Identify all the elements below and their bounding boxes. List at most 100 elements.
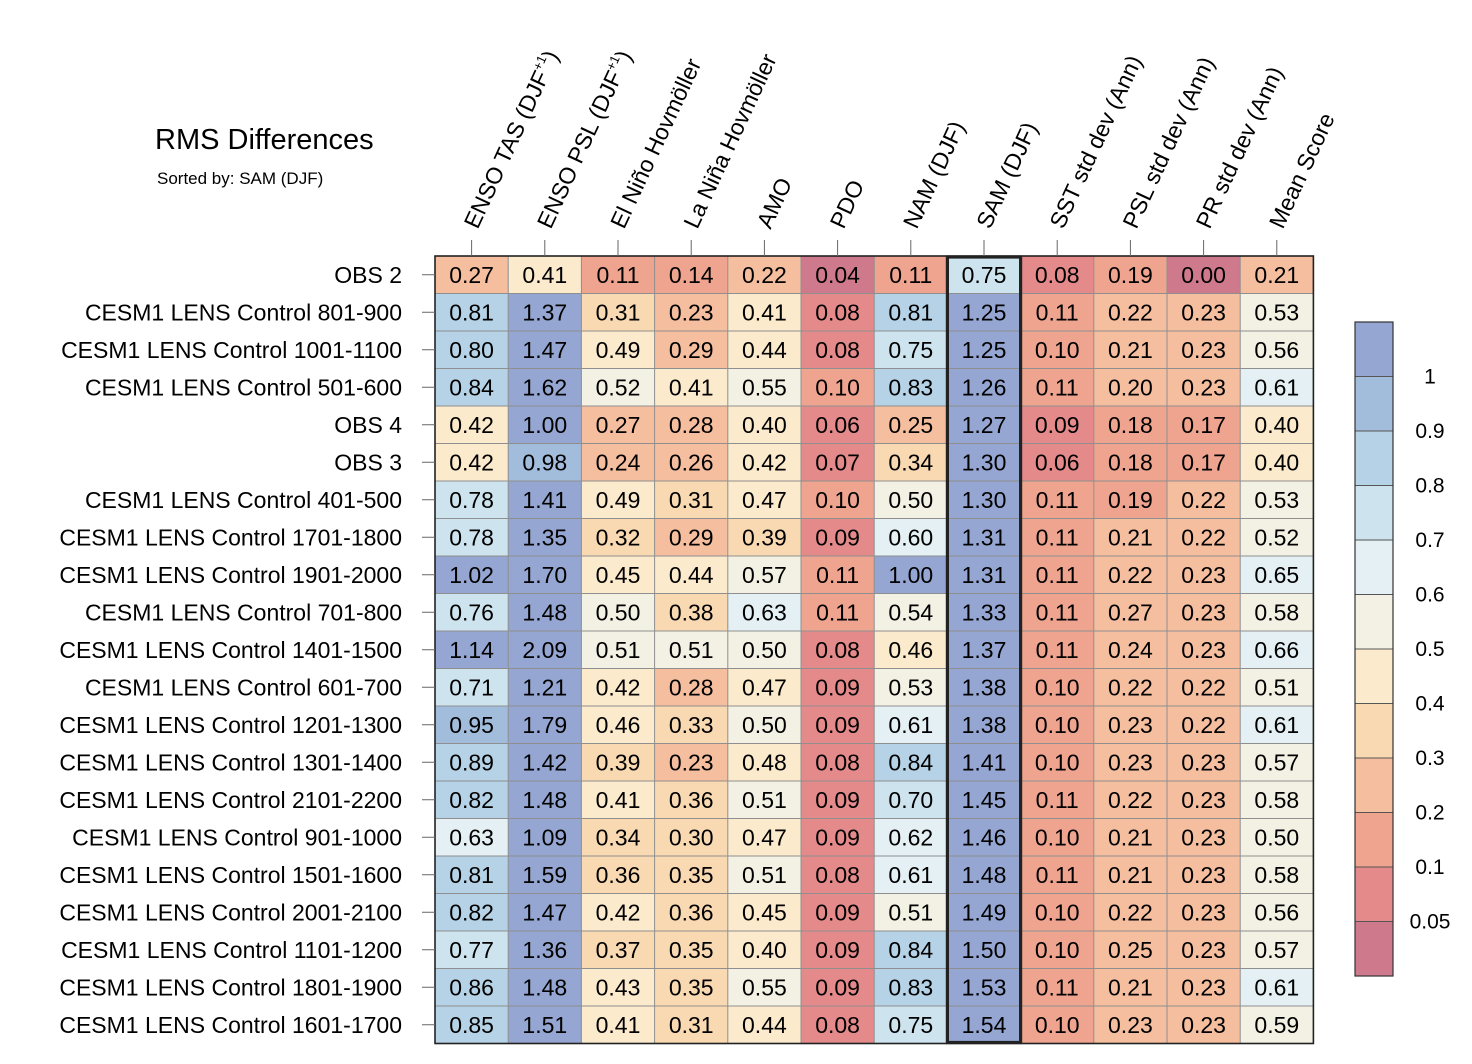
heatmap-cell (1167, 331, 1241, 369)
heatmap-cell (1240, 743, 1314, 782)
cell-value-label: 0.31 (669, 487, 714, 513)
heatmap-cell (654, 331, 729, 369)
heatmap-cell (508, 968, 582, 1007)
heatmap-cell (581, 743, 656, 782)
heatmap-cell (508, 481, 582, 519)
row-label: CESM1 LENS Control 2001-2100 (59, 899, 402, 925)
cell-value-label: 0.23 (1108, 712, 1153, 738)
heatmap-cell (874, 1006, 948, 1044)
heatmap-cell (654, 968, 729, 1007)
heatmap-cell (1167, 443, 1241, 482)
cell-value-label: 0.19 (1108, 487, 1153, 513)
heatmap-cell (1093, 518, 1168, 557)
heatmap-cell (581, 706, 656, 744)
heatmap-cell (1240, 481, 1314, 519)
cell-value-label: 0.35 (669, 937, 714, 963)
cell-value-label: 0.59 (1254, 1012, 1299, 1038)
cell-value-label: 0.11 (1036, 524, 1079, 550)
heatmap-cell (654, 593, 729, 632)
cell-value-label: 0.08 (815, 337, 860, 363)
cell-value-label: 0.23 (1108, 749, 1153, 775)
heatmap-cell (947, 781, 1022, 819)
cell-value-label: 0.35 (669, 862, 714, 888)
cell-value-label: 0.09 (815, 899, 860, 925)
cell-value-label: 1.48 (522, 599, 567, 625)
cell-value-label: 0.33 (669, 712, 714, 738)
cell-value-label: 0.57 (742, 562, 787, 588)
heatmap-cell (1240, 256, 1314, 294)
heatmap-cell (947, 818, 1022, 857)
cell-value-label: 0.42 (596, 899, 641, 925)
heatmap-cell (947, 1006, 1022, 1044)
cell-value-label: 0.41 (596, 787, 641, 813)
cell-value-label: 0.48 (742, 749, 787, 775)
cell-value-label: 0.11 (1036, 974, 1079, 1000)
column-label: Mean Score (1264, 109, 1340, 232)
heatmap-cell (435, 893, 509, 932)
chart-title: RMS Differences (155, 124, 374, 156)
cell-value-label: 0.40 (742, 412, 787, 438)
heatmap-cell (727, 518, 802, 557)
heatmap-cell (727, 406, 802, 444)
row-label: CESM1 LENS Control 1501-1600 (59, 862, 402, 888)
heatmap-cell (727, 818, 802, 857)
heatmap-cell (1020, 706, 1095, 744)
cell-value-label: 0.89 (449, 749, 494, 775)
cell-value-label: 0.10 (1035, 899, 1080, 925)
cell-value-label: 0.50 (742, 637, 787, 663)
cell-value-label: 0.26 (669, 449, 714, 475)
heatmap-cell (1093, 781, 1168, 819)
cell-value-label: 0.22 (1108, 899, 1153, 925)
heatmap-cell (801, 293, 875, 332)
cell-value-label: 0.21 (1108, 524, 1153, 550)
cell-value-label: 0.65 (1254, 562, 1299, 588)
cell-value-label: 0.22 (1108, 674, 1153, 700)
colorbar-segment (1355, 758, 1393, 813)
cell-value-label: 0.09 (815, 712, 860, 738)
heatmap-cell (508, 931, 582, 969)
heatmap-cell (435, 556, 509, 594)
cell-value-label: 0.55 (742, 974, 787, 1000)
cell-value-label: 0.36 (596, 862, 641, 888)
heatmap-cell (1240, 968, 1314, 1007)
heatmap-cell (801, 556, 875, 594)
cell-value-label: 0.81 (888, 299, 933, 325)
heatmap-cell (1020, 481, 1095, 519)
cell-value-label: 1.37 (962, 637, 1007, 663)
cell-value-label: 1.49 (962, 899, 1007, 925)
heatmap-cell (801, 706, 875, 744)
cell-value-label: 1.33 (962, 599, 1007, 625)
cell-value-label: 1.09 (522, 824, 567, 850)
heatmap-cells (435, 256, 1314, 1044)
cell-value-label: 1.25 (962, 337, 1007, 363)
cell-value-label: 0.51 (669, 637, 714, 663)
heatmap-cell (435, 631, 509, 669)
heatmap-cell (654, 293, 729, 332)
cell-value-label: 0.09 (815, 674, 860, 700)
heatmap-cell (1167, 293, 1241, 332)
heatmap-cell (1020, 518, 1095, 557)
cell-value-label: 0.08 (1035, 262, 1080, 288)
heatmap-cell (1167, 593, 1241, 632)
heatmap-cell (801, 743, 875, 782)
heatmap-cell (435, 968, 509, 1007)
colorbar-border (1354, 321, 1394, 977)
cell-value-label: 0.10 (1035, 337, 1080, 363)
heatmap-cell (1020, 556, 1095, 594)
cell-value-label: 0.27 (449, 262, 494, 288)
heatmap-cell (1093, 968, 1168, 1007)
colorbar-segment (1355, 812, 1393, 868)
cell-value-label: 0.80 (449, 337, 494, 363)
heatmap-cell (874, 743, 948, 782)
heatmap-cell (874, 781, 948, 819)
heatmap-cell (801, 893, 875, 932)
cell-value-label: 0.08 (815, 1012, 860, 1038)
colorbar-tick-label: 0.2 (1415, 802, 1444, 825)
cell-value-label: 0.10 (1035, 1012, 1080, 1038)
heatmap-cell (1167, 743, 1241, 782)
cell-value-label: 0.41 (596, 1012, 641, 1038)
cell-value-label: 1.00 (522, 412, 567, 438)
heatmap-cell (508, 406, 582, 444)
heatmap-cell (1020, 856, 1095, 894)
heatmap-cell (727, 1006, 802, 1044)
